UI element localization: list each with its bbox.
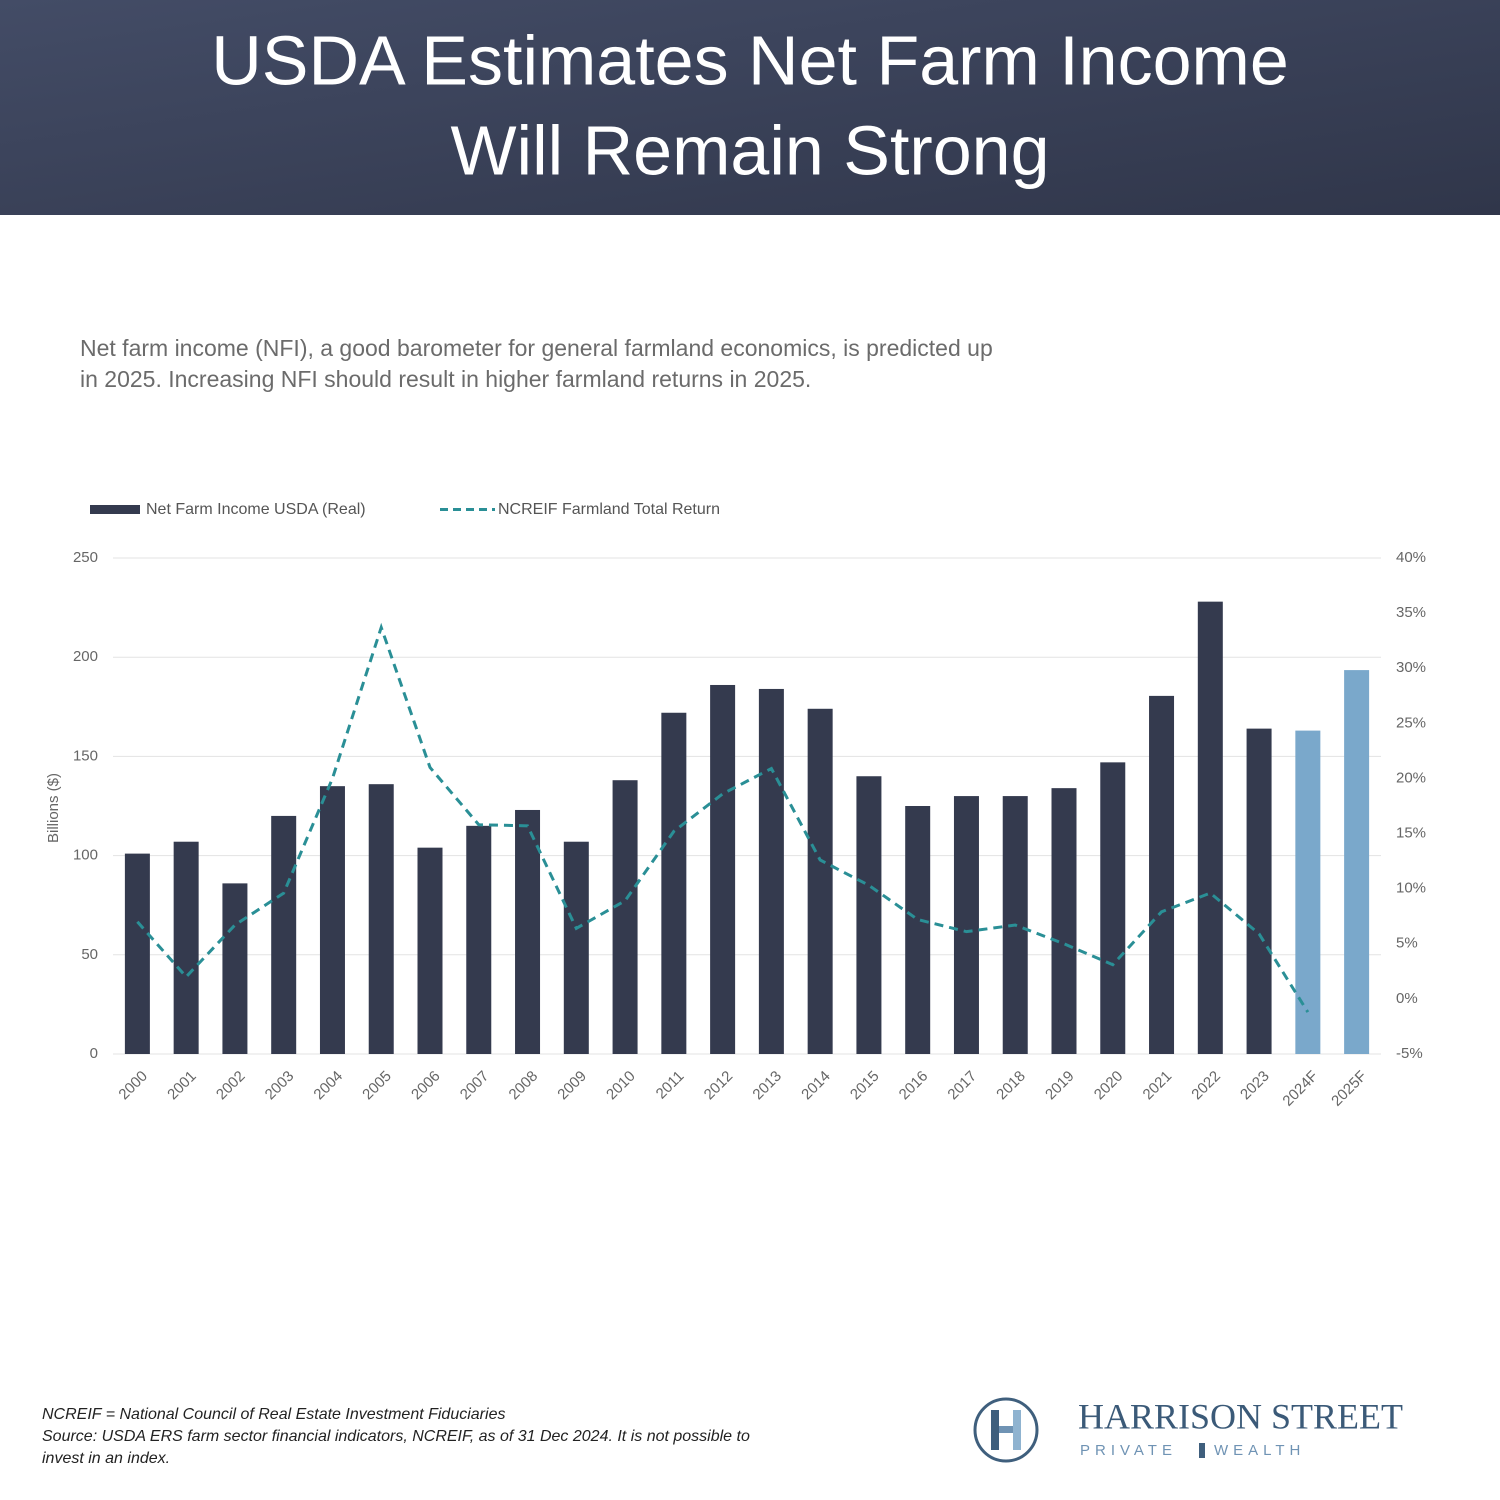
bar xyxy=(953,796,979,1054)
header-band xyxy=(0,0,1500,215)
logo-icon xyxy=(999,1426,1013,1433)
bar xyxy=(124,853,150,1054)
bar xyxy=(1246,728,1272,1054)
bar xyxy=(466,825,492,1054)
title-line: Will Remain Strong xyxy=(450,111,1049,189)
x-tick-label: 2018 xyxy=(993,1068,1029,1104)
x-tick-label: 2020 xyxy=(1091,1068,1127,1104)
legend-label: NCREIF Farmland Total Return xyxy=(498,501,720,518)
y-tick-label: 0 xyxy=(90,1045,98,1062)
bar xyxy=(222,883,248,1054)
y-tick-label: 150 xyxy=(73,747,98,764)
x-tick-label: 2024F xyxy=(1279,1068,1321,1110)
x-tick-label: 2015 xyxy=(847,1068,883,1104)
logo: HARRISON STREET PRIVATE WEALTH xyxy=(973,1396,1403,1463)
logo-tagline: WEALTH xyxy=(1214,1442,1305,1459)
logo-icon xyxy=(991,1410,999,1450)
bar xyxy=(1051,788,1077,1054)
y2-tick-label: 0% xyxy=(1396,990,1418,1007)
y2-tick-label: 15% xyxy=(1396,825,1426,842)
legend-label: Net Farm Income USDA (Real) xyxy=(146,501,366,518)
x-tick-label: 2009 xyxy=(554,1068,590,1104)
x-tick-label: 2019 xyxy=(1042,1068,1078,1104)
bar xyxy=(905,806,931,1054)
logo-icon xyxy=(1013,1410,1021,1450)
x-tick-label: 2001 xyxy=(164,1068,200,1104)
x-tick-label: 2004 xyxy=(310,1068,346,1104)
x-tick-label: 2005 xyxy=(359,1068,395,1104)
footnote: Source: USDA ERS farm sector financial i… xyxy=(42,1428,750,1445)
bar xyxy=(1197,601,1223,1054)
x-tick-label: 2003 xyxy=(262,1068,298,1104)
bar xyxy=(1149,695,1175,1054)
title-line: USDA Estimates Net Farm Income xyxy=(211,21,1289,99)
x-tick-label: 2021 xyxy=(1140,1068,1176,1104)
x-tick-label: 2022 xyxy=(1188,1068,1224,1104)
bar xyxy=(710,684,736,1054)
x-tick-label: 2007 xyxy=(457,1068,493,1104)
y2-tick-label: 40% xyxy=(1396,549,1426,566)
logo-icon xyxy=(1199,1443,1205,1458)
subtitle-line: in 2025. Increasing NFI should result in… xyxy=(80,366,811,392)
y2-tick-label: -5% xyxy=(1396,1045,1423,1062)
x-tick-label: 2012 xyxy=(701,1068,737,1104)
y-tick-label: 200 xyxy=(73,648,98,665)
x-tick-label: 2017 xyxy=(944,1068,980,1104)
y2-tick-label: 35% xyxy=(1396,604,1426,621)
x-tick-label: 2010 xyxy=(603,1068,639,1104)
y-tick-label: 50 xyxy=(81,946,98,963)
logo-name: HARRISON STREET xyxy=(1078,1396,1403,1436)
x-tick-label: 2000 xyxy=(115,1068,151,1104)
x-tick-label: 2014 xyxy=(798,1068,834,1104)
bar xyxy=(1100,762,1126,1054)
bar xyxy=(173,841,199,1054)
bar xyxy=(368,784,394,1054)
x-tick-label: 2016 xyxy=(896,1068,932,1104)
bar xyxy=(1295,730,1321,1054)
footnote: NCREIF = National Council of Real Estate… xyxy=(42,1406,505,1423)
y2-tick-label: 10% xyxy=(1396,880,1426,897)
line xyxy=(136,622,1310,1013)
bar xyxy=(807,708,833,1054)
logo-tagline: PRIVATE xyxy=(1080,1442,1177,1459)
y-tick-label: 100 xyxy=(73,847,98,864)
y2-tick-label: 20% xyxy=(1396,769,1426,786)
y2-tick-label: 5% xyxy=(1396,935,1418,952)
x-tick-label: 2006 xyxy=(408,1068,444,1104)
legend-swatch xyxy=(90,505,140,514)
y-tick-label: 250 xyxy=(73,549,98,566)
x-tick-label: 2025F xyxy=(1328,1068,1370,1110)
bar xyxy=(563,841,589,1054)
bar xyxy=(856,776,882,1054)
bar xyxy=(515,809,541,1054)
x-tick-label: 2023 xyxy=(1237,1068,1273,1104)
footnote: invest in an index. xyxy=(42,1450,170,1467)
x-tick-label: 2011 xyxy=(653,1068,688,1103)
bar xyxy=(417,847,443,1054)
subtitle-line: Net farm income (NFI), a good barometer … xyxy=(80,335,993,361)
y2-tick-label: 30% xyxy=(1396,659,1426,676)
logo-ring xyxy=(973,1397,1039,1463)
bar xyxy=(758,688,784,1054)
x-tick-label: 2002 xyxy=(213,1068,249,1104)
bar xyxy=(319,786,345,1054)
bar xyxy=(612,780,638,1054)
y2-tick-label: 25% xyxy=(1396,714,1426,731)
x-tick-label: 2008 xyxy=(506,1068,542,1104)
bar xyxy=(1344,670,1370,1054)
y-axis-label: Billions ($) xyxy=(45,773,62,843)
x-tick-label: 2013 xyxy=(749,1068,785,1104)
bar xyxy=(271,815,297,1054)
bar xyxy=(661,712,687,1054)
